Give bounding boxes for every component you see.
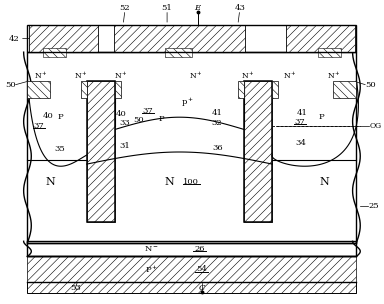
Text: N$^+$: N$^+$ — [34, 69, 48, 81]
Text: N$^+$: N$^+$ — [326, 69, 340, 81]
Text: 31: 31 — [120, 142, 131, 150]
Text: 51: 51 — [162, 4, 172, 12]
Text: 40: 40 — [116, 110, 127, 118]
Text: 50: 50 — [366, 81, 376, 89]
Bar — [28, 256, 356, 282]
Text: 53: 53 — [70, 284, 81, 292]
Text: N$^+$: N$^+$ — [114, 69, 128, 81]
Bar — [28, 282, 356, 293]
Bar — [333, 81, 356, 98]
Text: 40: 40 — [43, 112, 54, 120]
Text: 37: 37 — [295, 118, 306, 126]
Text: 50: 50 — [133, 116, 144, 124]
Text: N$^+$: N$^+$ — [240, 69, 254, 81]
Bar — [272, 81, 278, 98]
Bar — [28, 241, 356, 256]
Text: N: N — [319, 177, 329, 187]
Bar — [318, 48, 341, 57]
Bar — [87, 81, 116, 222]
Text: 52: 52 — [120, 4, 130, 12]
Text: P: P — [159, 115, 164, 123]
Text: N$^-$: N$^-$ — [144, 244, 159, 254]
Text: p$^+$: p$^+$ — [181, 95, 194, 109]
Text: 33: 33 — [120, 119, 131, 127]
Text: P$^+$: P$^+$ — [145, 264, 159, 275]
Bar — [116, 81, 121, 98]
Text: E: E — [195, 4, 201, 12]
Bar — [87, 81, 116, 222]
Text: 32: 32 — [212, 119, 222, 127]
Text: 36: 36 — [213, 144, 223, 152]
Bar — [43, 48, 66, 57]
Bar — [114, 25, 245, 52]
Bar — [81, 81, 87, 98]
Text: 25: 25 — [368, 202, 379, 210]
Text: N$^+$: N$^+$ — [189, 69, 203, 81]
Text: 41: 41 — [211, 109, 222, 117]
Text: 41: 41 — [296, 109, 307, 117]
Text: 34: 34 — [296, 139, 306, 147]
Text: 100: 100 — [183, 178, 199, 186]
Text: 35: 35 — [55, 145, 65, 153]
Text: 54: 54 — [196, 265, 207, 273]
Text: 37: 37 — [33, 122, 44, 130]
Bar — [238, 81, 243, 98]
Text: N$^+$: N$^+$ — [283, 69, 296, 81]
Text: N$^+$: N$^+$ — [74, 69, 88, 81]
Text: 42: 42 — [9, 35, 20, 43]
Text: C: C — [198, 284, 205, 292]
Bar — [165, 48, 192, 57]
Bar — [243, 81, 272, 222]
Bar — [28, 81, 50, 98]
Text: 50: 50 — [5, 81, 16, 89]
Text: OG: OG — [369, 122, 382, 130]
Text: 26: 26 — [194, 245, 205, 253]
Bar — [243, 81, 272, 222]
Text: P: P — [318, 113, 324, 121]
Bar — [286, 25, 354, 52]
Text: N: N — [164, 177, 174, 187]
Text: 43: 43 — [234, 4, 245, 12]
Text: N: N — [46, 177, 55, 187]
Text: 37: 37 — [142, 107, 153, 115]
Bar — [28, 52, 356, 243]
Text: P: P — [57, 113, 63, 121]
Bar — [30, 25, 98, 52]
Bar — [28, 25, 356, 52]
